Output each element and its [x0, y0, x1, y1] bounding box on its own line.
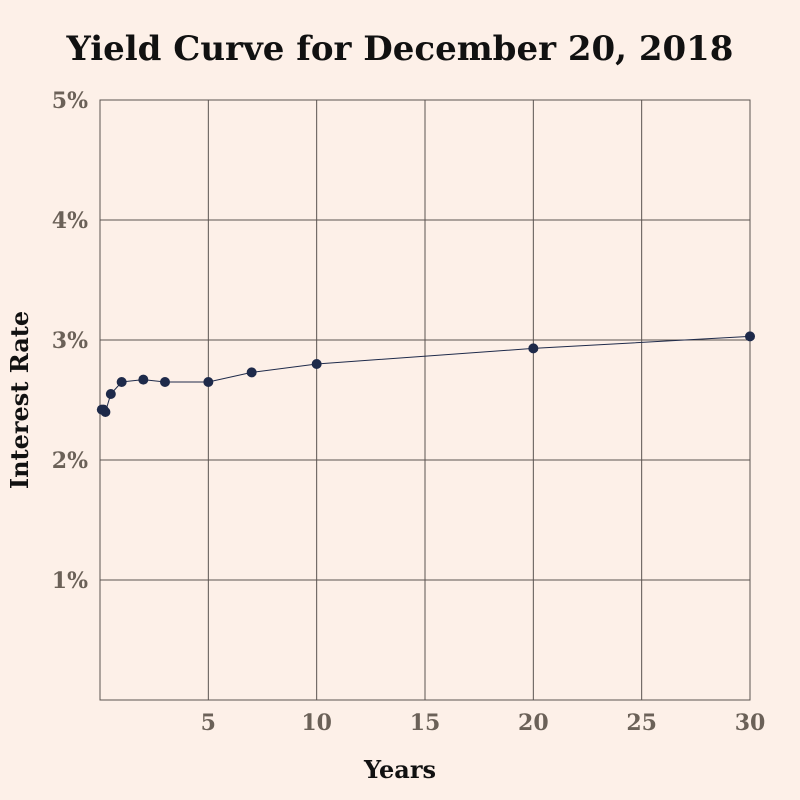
- plot-area-frame: [99, 99, 751, 701]
- data-point: [745, 331, 755, 342]
- data-point: [246, 367, 257, 378]
- data-point: [116, 377, 127, 387]
- data-point: [105, 389, 116, 399]
- x-axis-label: Years: [363, 755, 436, 784]
- data-point: [138, 374, 149, 385]
- x-tick-label: 25: [626, 710, 657, 736]
- x-tick-label: 15: [410, 710, 441, 736]
- x-tick-label: 20: [518, 710, 549, 736]
- series-line: [101, 335, 751, 414]
- y-tick-label: 4%: [52, 208, 88, 234]
- y-axis-ticks: 1% 2% 3% 4% 5%: [52, 88, 88, 594]
- grid: [100, 99, 751, 700]
- x-tick-label: 30: [735, 710, 766, 736]
- data-point: [100, 407, 111, 417]
- x-axis-ticks: 5 10 15 20 25 30: [201, 710, 766, 736]
- data-point: [528, 343, 539, 354]
- y-axis-label: Interest Rate: [5, 311, 34, 489]
- y-tick-label: 5%: [52, 88, 88, 114]
- data-point: [203, 377, 214, 387]
- chart-title: Yield Curve for December 20, 2018: [66, 29, 734, 69]
- y-tick-label: 2%: [52, 448, 88, 474]
- data-point: [160, 377, 170, 387]
- data-point: [311, 359, 322, 369]
- y-tick-label: 1%: [52, 568, 88, 594]
- x-tick-label: 5: [201, 710, 216, 736]
- x-tick-label: 10: [301, 710, 332, 736]
- data-points: [96, 331, 755, 417]
- y-tick-label: 3%: [52, 328, 88, 354]
